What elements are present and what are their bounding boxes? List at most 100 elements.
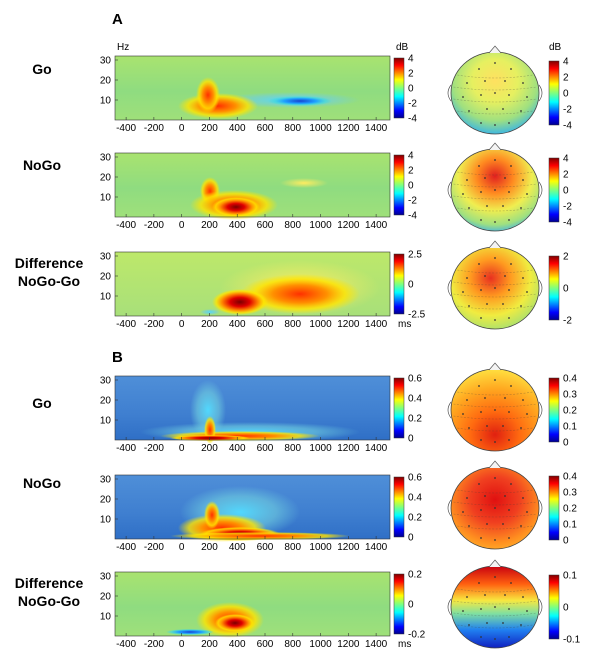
electrode-dot [504, 397, 506, 399]
x-tick-label: 1400 [365, 319, 388, 330]
electrode-dot [510, 68, 512, 70]
y-tick-label: 20 [100, 495, 112, 506]
electrode-dot [508, 122, 510, 124]
contour-line [453, 293, 537, 298]
electrode-dot [520, 427, 522, 429]
electrode-dot [502, 303, 504, 305]
contour-line [457, 171, 533, 176]
colorbar-tick-label: -2 [408, 196, 417, 207]
x-tick-label: 1000 [309, 319, 332, 330]
colorbar-tick-label: 2 [408, 69, 414, 80]
electrode-dot [510, 263, 512, 265]
electrode-dot [508, 537, 510, 539]
electrode-dot [508, 317, 510, 319]
electrode-dot [468, 207, 470, 209]
tf-map [114, 474, 391, 542]
x-tick-label: 1000 [309, 443, 332, 454]
electrode-dot [502, 425, 504, 427]
topo-colorbar-tick-label: 0.1 [563, 520, 577, 531]
x-tick-label: -200 [144, 220, 164, 231]
electrode-dot [494, 379, 496, 381]
x-tick-label: 800 [284, 443, 301, 454]
electrode-dot [510, 165, 512, 167]
topo-colorbar-tick-label: 0 [563, 89, 569, 100]
x-tick-label: -200 [144, 639, 164, 650]
contour-line [457, 207, 533, 212]
right-ear-shape [538, 84, 543, 102]
electrode-dot [502, 205, 504, 207]
colorbar-tick-label: -0.2 [408, 630, 426, 641]
electrode-dot [486, 205, 488, 207]
x-tick-label: 1400 [365, 443, 388, 454]
electrode-dot [508, 509, 510, 511]
y-tick-label: 20 [100, 592, 112, 603]
electrode-dot [494, 62, 496, 64]
electrode-dot [494, 257, 496, 259]
topo-colorbar-tick-label: -4 [563, 121, 572, 132]
right-ear-shape [538, 598, 543, 616]
colorbar-tick-label: 0 [408, 600, 414, 611]
x-tick-label: 0 [179, 542, 185, 553]
tf-map [114, 375, 391, 444]
topo-colorbar-tick-label: 0.3 [563, 390, 577, 401]
y-tick-label: 30 [100, 252, 112, 263]
colorbar-tick-label: -4 [408, 211, 417, 222]
electrode-dot [508, 636, 510, 638]
x-tick-label: 400 [229, 639, 246, 650]
electrode-dot [466, 277, 468, 279]
electrode-dot [462, 511, 464, 513]
row-b-nogo: NoGo [23, 474, 391, 542]
y-tick-label: 20 [100, 173, 112, 184]
colorbar-tick-label: 0 [408, 280, 414, 291]
electrode-dot [468, 110, 470, 112]
electrode-dot [478, 165, 480, 167]
electrode-dot [502, 523, 504, 525]
topo-colorbar-tick-label: 2 [563, 252, 569, 263]
topo-a-difference [447, 240, 543, 330]
electrode-dot [462, 291, 464, 293]
nose-shape [488, 240, 502, 249]
topo-colorbar-tick-label: 0.2 [563, 406, 577, 417]
right-ear-shape [538, 499, 543, 517]
contour-line [453, 501, 537, 506]
colorbar-tick-label: 0.2 [408, 570, 422, 581]
x-tick-label: -200 [144, 319, 164, 330]
electrode-dot [480, 608, 482, 610]
y-tick-label: 30 [100, 475, 112, 486]
electrode-dot [466, 179, 468, 181]
electrode-dot [508, 94, 510, 96]
row-label: NoGo [23, 157, 61, 173]
tf-colorbar [393, 154, 405, 216]
electrode-dot [466, 399, 468, 401]
topo-colorbar-tick-label: 0 [563, 284, 569, 295]
electrode-dot [480, 122, 482, 124]
topo-colorbar-tick-label: 0 [563, 438, 569, 449]
x-tick-label: -400 [116, 319, 136, 330]
electrode-dot [508, 608, 510, 610]
electrode-dot [504, 495, 506, 497]
y-tick-label: 30 [100, 153, 112, 164]
electrode-dot [494, 477, 496, 479]
electrode-dot [494, 507, 496, 509]
electrode-dot [520, 207, 522, 209]
topo-a-go [447, 45, 543, 135]
electrode-dot [494, 124, 496, 126]
contour-line [457, 391, 533, 396]
tf-map [114, 152, 391, 220]
electrode-dot [522, 82, 524, 84]
topo-colorbar-tick-label: 4 [563, 57, 569, 68]
y-axis-unit-hz: Hz [117, 42, 129, 53]
electrode-dot [494, 159, 496, 161]
x-tick-label: 200 [201, 123, 218, 134]
tf-map [114, 251, 391, 317]
electrode-dot [526, 193, 528, 195]
row-label-line-1: Difference [15, 255, 84, 271]
row-a-difference: Difference NoGo-Go [15, 251, 391, 317]
electrode-dot [478, 385, 480, 387]
left-ear-shape [447, 598, 452, 616]
electrode-dot [510, 385, 512, 387]
electrode-dot [510, 483, 512, 485]
contour-line [457, 110, 533, 115]
topo-colorbar-tick-label: 0.4 [563, 374, 577, 385]
